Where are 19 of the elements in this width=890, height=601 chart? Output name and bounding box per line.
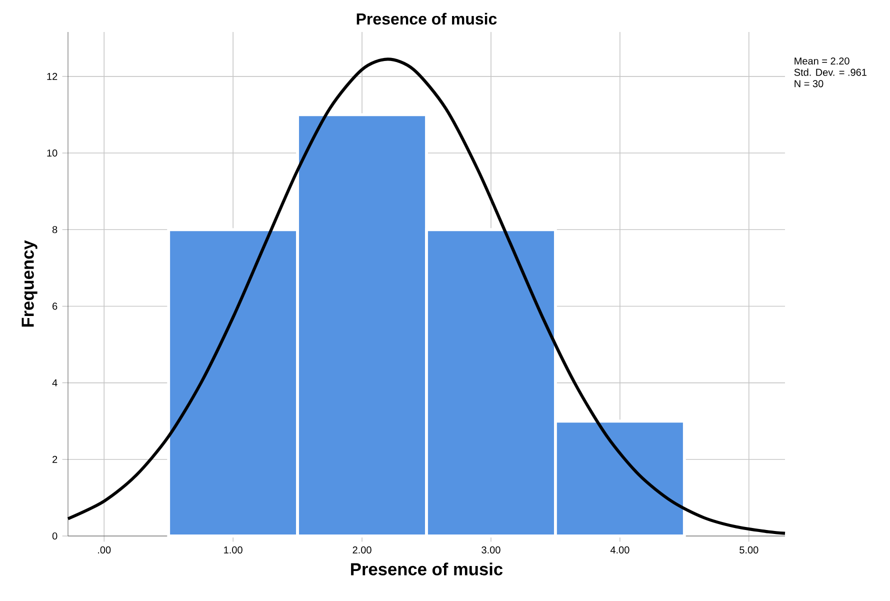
x-tick-label: 3.00 xyxy=(482,546,500,554)
chart-title: Presence of music xyxy=(356,12,497,25)
text: Std. Dev. = .961 xyxy=(794,68,866,76)
x-tick-label: 2.00 xyxy=(352,546,372,554)
y-tick-label: 12 xyxy=(47,72,58,80)
y-tick-label: 0 xyxy=(52,532,58,540)
y-tick-label: 10 xyxy=(47,149,58,157)
x-axis-title: Presence of music xyxy=(351,562,503,576)
x-tick-label: 5.00 xyxy=(740,546,758,554)
y-axis-title: Frequency xyxy=(22,240,38,327)
y-tick-label: 2 xyxy=(52,456,58,463)
y-tick-label: 4 xyxy=(52,379,58,386)
text: Mean = 2.20 xyxy=(794,57,850,65)
x-tick-label: .00 xyxy=(98,546,111,554)
x-tick-label: 4.00 xyxy=(610,546,630,554)
text: N = 30 xyxy=(794,80,824,88)
y-tick-label: 6 xyxy=(52,302,58,310)
x-tick-label: 1.00 xyxy=(224,546,242,554)
y-tick-label: 8 xyxy=(52,226,58,234)
